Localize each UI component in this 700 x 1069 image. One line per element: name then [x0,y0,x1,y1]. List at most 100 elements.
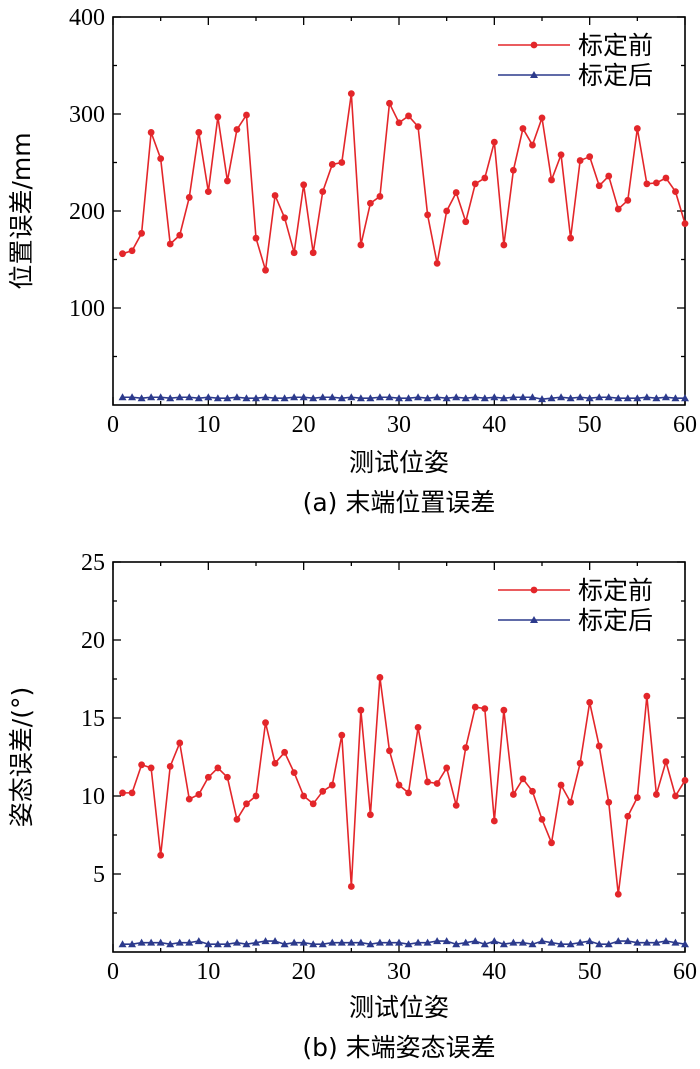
x-tick-label: 10 [196,959,220,985]
data-point [357,241,365,249]
data-point [299,393,308,401]
data-point [404,394,413,402]
data-point [528,940,537,948]
data-point [671,394,680,402]
data-point [309,249,317,257]
data-point [223,394,232,402]
data-point [480,940,489,948]
data-point [510,791,517,798]
y-tick-label: 200 [69,199,105,225]
data-point [185,938,194,946]
data-point [442,937,451,945]
series-layer [118,90,689,403]
data-point [490,138,498,146]
series-layer [118,674,689,948]
data-point [337,938,346,946]
data-point [471,703,479,711]
data-point [385,938,394,946]
data-point [319,188,327,196]
x-tick-label: 50 [578,412,602,438]
legend-label: 标定后 [578,61,653,90]
data-point [204,940,213,948]
legend-label: 标定前 [578,31,653,60]
data-point [309,940,318,948]
data-point [213,394,222,402]
data-point [386,747,393,755]
data-point [271,759,279,767]
data-point [156,938,165,946]
data-point [452,189,460,196]
legend-label: 标定后 [578,606,653,635]
data-point [224,177,231,185]
data-point [262,719,269,727]
data-point [424,211,431,219]
data-point [681,940,689,948]
data-point [176,739,184,747]
data-point [500,706,508,714]
data-point [166,240,174,248]
series-line [122,676,686,896]
legend-marker [530,616,538,623]
data-point [204,773,212,781]
data-point [614,394,623,402]
data-point [586,699,594,706]
data-point [538,114,546,122]
data-point [300,181,308,189]
data-point [529,141,536,149]
data-point [271,394,280,402]
data-point [128,940,137,948]
data-point [519,775,527,783]
data-point [585,394,594,402]
data-point [595,742,603,750]
data-point [633,938,642,946]
data-point [328,393,337,401]
data-point [166,762,174,770]
data-point [328,781,336,789]
data-point [662,174,670,182]
data-point [232,938,241,946]
data-point [567,234,574,242]
data-point [509,393,518,401]
data-point [661,937,670,945]
x-tick-label: 30 [387,412,411,438]
y-tick-label: 20 [81,628,105,654]
data-point [672,188,679,196]
data-point [366,394,375,402]
data-point [271,937,280,945]
data-point [252,792,260,800]
data-point [290,249,298,257]
data-point [433,937,442,945]
data-point [614,890,622,898]
data-point [424,778,431,786]
data-point [643,692,651,700]
y-tick-label: 5 [93,862,105,888]
data-point [175,393,184,401]
data-point [328,938,337,946]
data-point [356,938,365,946]
data-point [194,937,203,945]
data-point [252,234,260,242]
data-point [252,938,260,946]
data-point [528,393,537,401]
data-point [623,937,632,945]
data-point [405,112,412,120]
y-axis-label: 位置误差/mm [7,132,36,289]
data-point [318,393,327,401]
data-point [128,393,137,401]
data-point [471,937,480,945]
data-point [385,393,394,401]
data-point [548,176,555,184]
data-point [223,940,232,948]
data-point [576,759,584,767]
data-point [242,394,251,402]
data-point [642,393,651,401]
data-point [499,940,508,948]
data-point [462,218,470,226]
data-point [242,940,251,948]
data-point [605,798,613,806]
data-point [157,155,165,163]
data-point [585,937,594,945]
data-point [338,731,346,739]
x-tick-label: 20 [292,412,316,438]
